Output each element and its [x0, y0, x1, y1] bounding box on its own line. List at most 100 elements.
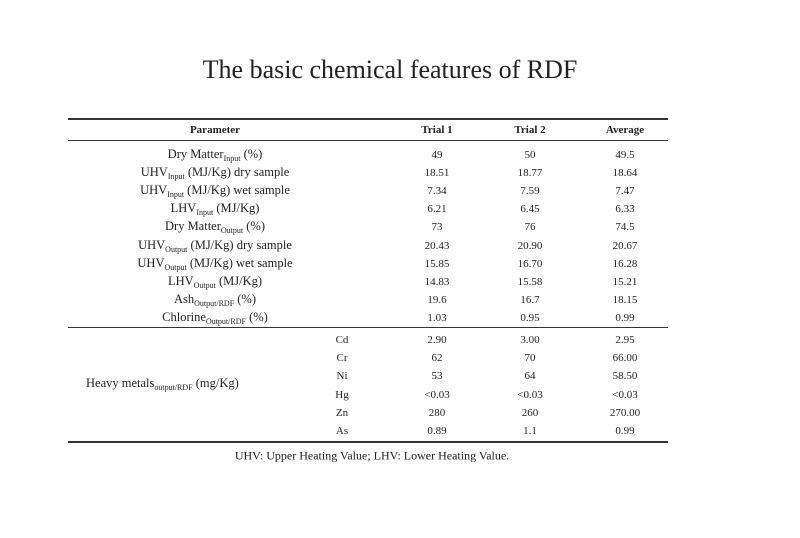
cell-value: 0.99: [615, 425, 635, 437]
parameter-label: UHVOutput (MJ/Kg) dry sample: [138, 238, 292, 254]
param-rest: (%): [240, 147, 263, 161]
cell-value: 6.21: [427, 203, 447, 216]
parameter-label: UHVInput (MJ/Kg) wet sample: [140, 183, 290, 199]
cell-value: <0.03: [424, 388, 450, 401]
parameter-label: Dry MatterOutput (%): [165, 219, 265, 235]
parameter-label: Dry MatterInput (%): [168, 147, 263, 163]
param-subscript: Output/RDF: [194, 298, 235, 308]
cell-value: 1.1: [523, 425, 537, 437]
element-label: Zn: [335, 406, 349, 419]
cell-value: 20.43: [424, 239, 450, 252]
cell-value: 53: [431, 370, 443, 383]
param-subscript: Output/RDF: [205, 316, 246, 326]
cell-value: 70: [524, 352, 536, 365]
cell-value: 15.21: [612, 275, 638, 288]
cell-value: 18.77: [517, 167, 543, 180]
cell-value: 7.47: [615, 185, 635, 198]
cell-value: 16.7: [520, 293, 540, 306]
cell-value: 14.83: [424, 275, 450, 288]
cell-value: 6.33: [615, 203, 635, 216]
cell-value: 7.59: [520, 185, 540, 198]
cell-value: 0.95: [520, 311, 540, 324]
param-subscript: Input: [196, 208, 214, 218]
element-label: Hg: [335, 388, 349, 401]
param-subscript: Output: [165, 244, 188, 254]
param-main: UHV: [140, 165, 168, 180]
param-rest: (%): [243, 219, 265, 234]
param-main: UHV: [140, 183, 168, 198]
cell-value: 73: [431, 221, 443, 234]
footnote: UHV: Upper Heating Value; LHV: Lower Hea…: [234, 448, 510, 463]
param-subscript: output/RDF: [154, 383, 193, 392]
parameter-label: AshOutput/RDF (%): [174, 292, 256, 308]
cell-value: 0.99: [615, 311, 635, 324]
param-rest: (MJ/Kg): [215, 273, 263, 288]
cell-value: 18.64: [612, 167, 638, 180]
cell-value: 16.70: [517, 257, 543, 270]
param-main: Heavy metals: [86, 376, 155, 390]
cell-value: 7.34: [427, 185, 447, 198]
title: The basic chemical features of RDF: [202, 55, 578, 84]
param-main: Dry Matter: [167, 147, 224, 161]
cell-value: 15.58: [517, 275, 543, 288]
cell-value: 18.51: [424, 167, 450, 180]
cell-value: 76: [524, 221, 536, 234]
column-header: Parameter: [189, 124, 241, 136]
param-rest: (MJ/Kg) wet sample: [184, 183, 290, 198]
param-subscript: Input: [167, 172, 185, 182]
element-label: Cr: [336, 352, 348, 365]
param-main: LHV: [167, 273, 194, 288]
cell-value: 20.67: [612, 239, 638, 252]
param-rest: (mg/Kg): [192, 376, 239, 390]
element-label: Cd: [335, 334, 349, 346]
parameter-label: LHVOutput (MJ/Kg): [168, 274, 262, 290]
column-header: Trial 1: [421, 124, 453, 136]
cell-value: 15.85: [424, 257, 450, 270]
element-label: Ni: [336, 370, 348, 383]
bottom-rule: [68, 441, 668, 443]
param-subscript: Input: [223, 154, 241, 163]
cell-value: 49: [431, 149, 443, 161]
column-header: Trial 2: [514, 124, 546, 136]
element-label: As: [335, 425, 349, 437]
column-header: Average: [605, 124, 645, 136]
param-rest: (MJ/Kg) dry sample: [184, 165, 290, 180]
param-subscript: Output: [220, 226, 244, 236]
cell-value: 58.50: [612, 370, 638, 383]
cell-value: 66.00: [612, 352, 638, 365]
cell-value: 0.89: [427, 425, 447, 437]
param-main: Chlorine: [162, 309, 206, 324]
cell-value: <0.03: [612, 388, 638, 401]
param-main: Dry Matter: [165, 219, 221, 234]
header-rule: [68, 140, 668, 141]
param-rest: (%): [234, 291, 257, 306]
cell-value: 6.45: [520, 203, 540, 216]
param-rest: (%): [245, 309, 268, 324]
cell-value: 19.6: [427, 293, 447, 306]
param-main: UHV: [137, 255, 165, 270]
parameter-label: Heavy metalsoutput/RDF (mg/Kg): [86, 376, 239, 392]
cell-value: 280: [428, 406, 446, 419]
cell-value: 2.90: [427, 334, 447, 346]
cell-value: 20.90: [517, 239, 543, 252]
cell-value: 62: [431, 352, 443, 365]
parameter-label: UHVInput (MJ/Kg) dry sample: [141, 165, 289, 181]
cell-value: 1.03: [427, 311, 447, 324]
section-rule: [68, 327, 668, 328]
cell-value: 2.95: [615, 334, 635, 346]
param-main: Ash: [173, 291, 195, 306]
param-rest: (MJ/Kg) dry sample: [187, 237, 292, 252]
cell-value: 270.00: [609, 406, 641, 419]
cell-value: 18.15: [612, 293, 638, 306]
cell-value: 50: [524, 149, 536, 161]
cell-value: 49.5: [615, 149, 635, 161]
param-subscript: Output: [164, 262, 187, 272]
parameter-label: ChlorineOutput/RDF (%): [162, 310, 268, 326]
param-main: LHV: [170, 201, 197, 216]
cell-value: 64: [524, 370, 536, 383]
cell-value: 260: [521, 406, 539, 419]
cell-value: 74.5: [615, 221, 635, 234]
cell-value: 16.28: [612, 257, 638, 270]
cell-value: 3.00: [520, 334, 540, 346]
